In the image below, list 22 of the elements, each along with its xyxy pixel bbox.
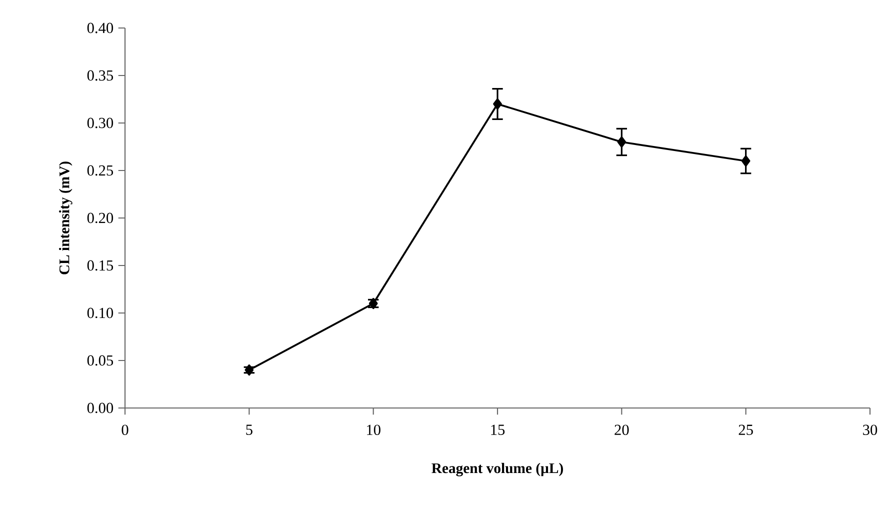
y-tick-label: 0.05 [87, 355, 114, 366]
y-tick-label: 0.35 [87, 70, 114, 81]
x-tick-label: 10 [367, 424, 380, 436]
y-tick-label: 0.30 [87, 118, 114, 128]
x-tick-label: 5 [246, 424, 252, 435]
x-axis-title: Reagent volume (µL) [432, 462, 563, 476]
y-tick-label: 0.20 [87, 212, 114, 224]
y-tick-label: 0.00 [87, 402, 114, 414]
y-tick-label: 0.25 [87, 165, 114, 176]
point [244, 364, 254, 376]
x-tick-label: 15 [491, 424, 505, 435]
x-tick-label: 20 [614, 424, 629, 436]
point [617, 136, 626, 148]
point [741, 155, 750, 167]
y-tick-label: 0.15 [87, 260, 114, 271]
y-tick-label: 0.10 [87, 308, 114, 318]
x-tick-label: 30 [863, 424, 878, 436]
x-tick-label: 0 [122, 424, 128, 436]
x-tick-label: 25 [738, 424, 753, 435]
y-axis-title: CL intensity (mV) [58, 162, 72, 274]
point [493, 98, 502, 110]
y-tick-label: 0.40 [87, 22, 114, 34]
